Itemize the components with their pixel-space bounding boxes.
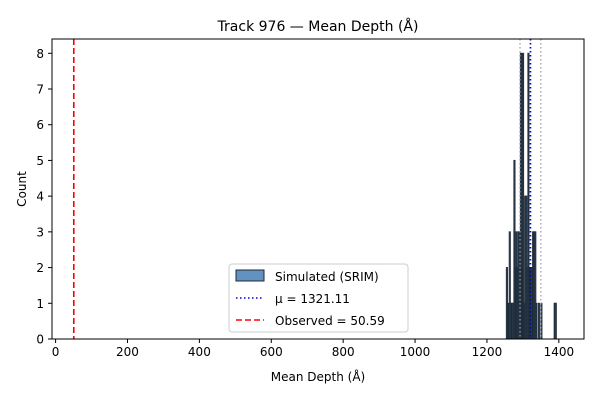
- y-tick-label-4: 4: [36, 190, 44, 204]
- legend-observed-label: Observed = 50.59: [275, 314, 385, 328]
- legend-mean-label: μ = 1321.11: [275, 292, 350, 306]
- label-layer: Track 976 — Mean Depth (Å) Mean Depth (Å…: [15, 18, 418, 384]
- histogram-bar-14: [522, 52, 525, 340]
- y-tick-label-2: 2: [36, 261, 44, 275]
- y-tick-label-8: 8: [36, 47, 44, 61]
- y-tick-label-1: 1: [36, 297, 44, 311]
- plot-layer: [72, 39, 557, 340]
- x-tick-label-400: 400: [188, 345, 211, 359]
- x-tick-label-1400: 1400: [544, 345, 575, 359]
- x-tick-label-1200: 1200: [472, 345, 503, 359]
- histogram-bar-28: [540, 302, 543, 340]
- histogram-bar-3: [509, 302, 512, 340]
- y-tick-label-3: 3: [36, 225, 44, 239]
- histogram-bar-30: [554, 302, 557, 340]
- legend: Simulated (SRIM) μ = 1321.11 Observed = …: [228, 263, 409, 333]
- y-tick-label-5: 5: [36, 154, 44, 168]
- x-tick-label-0: 0: [52, 345, 60, 359]
- x-tick-label-1000: 1000: [400, 345, 431, 359]
- chart-title: Track 976 — Mean Depth (Å): [217, 18, 419, 35]
- x-axis-label: Mean Depth (Å): [271, 369, 365, 384]
- y-tick-label-6: 6: [36, 118, 44, 132]
- legend-simulated-label: Simulated (SRIM): [275, 270, 379, 284]
- y-tick-label-0: 0: [36, 333, 44, 347]
- plot-frame: [51, 38, 585, 340]
- legend-box: [228, 263, 409, 333]
- y-axis-label: Count: [15, 171, 29, 207]
- histogram-bar-1: [506, 302, 510, 340]
- histogram-bar-27: [537, 302, 540, 340]
- y-tick-label-7: 7: [36, 83, 44, 97]
- x-tick-label-800: 800: [332, 345, 355, 359]
- tick-layer: 0 200 400 600 800 1000 1200 1400 0 1 2 3 4 5 6 7 8: [36, 47, 574, 359]
- legend-simulated-swatch: [235, 269, 265, 282]
- histogram-bar-22: [530, 267, 533, 340]
- x-tick-label-200: 200: [116, 345, 139, 359]
- histogram-bar-26: [535, 302, 538, 340]
- x-tick-label-600: 600: [260, 345, 283, 359]
